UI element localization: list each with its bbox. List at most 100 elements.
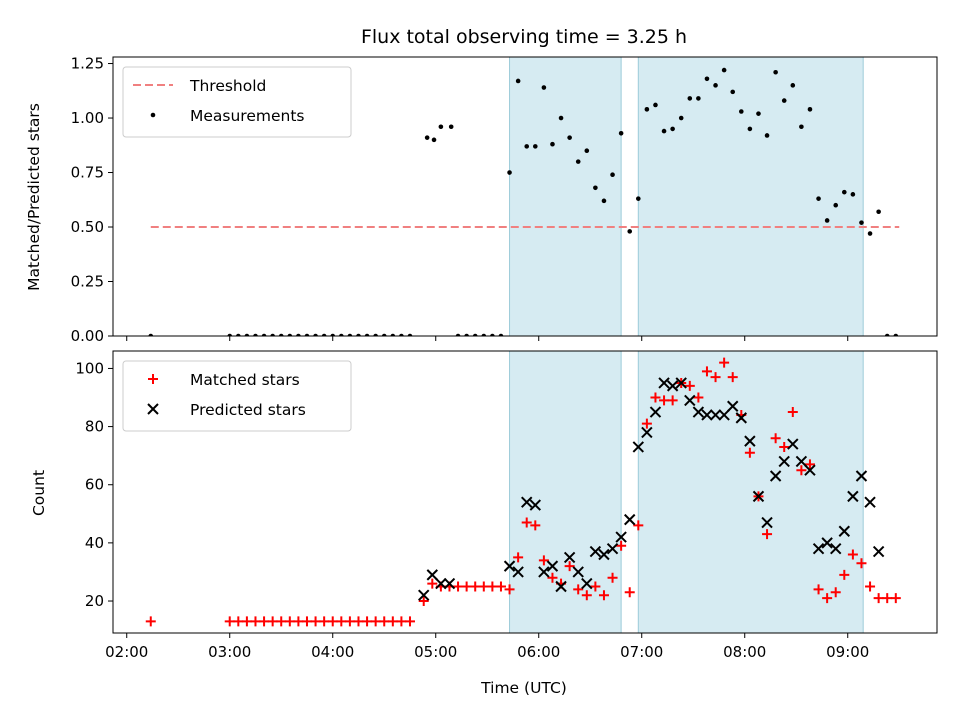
measurement-point [424, 135, 430, 140]
matched-star-point [650, 392, 661, 403]
matched-star-point [624, 587, 635, 598]
matched-star-point [847, 549, 858, 560]
measurement-point [747, 126, 753, 132]
measurement-point [515, 78, 521, 84]
measurement-point [859, 220, 864, 225]
matched-star-point [495, 581, 506, 592]
matched-star-point [284, 616, 295, 627]
measurement-point [455, 333, 461, 336]
measurement-point [601, 198, 607, 204]
measurement-point [816, 196, 821, 201]
measurement-point [661, 128, 667, 134]
matched-star-point [504, 584, 515, 595]
predicted-star-point [581, 577, 593, 590]
matched-star-point [362, 616, 373, 627]
predicted-star-point [735, 412, 748, 424]
matched-star-point [396, 616, 407, 627]
measurement-point [321, 333, 327, 336]
legend-marker [147, 403, 159, 415]
predicted-star-point [795, 455, 808, 468]
measurement-point [550, 141, 555, 147]
matched-star-point [710, 372, 721, 383]
measurement-point [593, 185, 598, 191]
matched-star-point [641, 418, 652, 429]
measurement-point [507, 170, 512, 175]
matched-star-point [418, 596, 429, 607]
predicted-star-point [624, 513, 636, 526]
predicted-star-point [598, 548, 610, 561]
measurement-point [481, 333, 487, 336]
predicted-star-point [529, 499, 542, 511]
y-tick-label: 0.50 [71, 218, 104, 236]
matched-star-point [538, 555, 549, 566]
y-tick-label: 40 [85, 534, 104, 552]
measurement-point [867, 231, 873, 236]
predicted-star-point [572, 566, 584, 578]
measurement-point [407, 333, 413, 336]
matched-star-point [564, 561, 575, 572]
matched-star-point [293, 616, 304, 627]
matched-star-point [727, 372, 738, 383]
measurement-point [739, 109, 744, 114]
predicted-star-point [418, 589, 430, 601]
legend-box [122, 360, 352, 432]
matched-star-point [865, 581, 876, 592]
measurement-point [490, 333, 495, 336]
matched-star-point [379, 616, 390, 627]
matched-star-point [224, 616, 235, 627]
measurement-point [730, 89, 736, 95]
predicted-star-point [521, 496, 533, 508]
measurement-point [253, 333, 258, 336]
y-tick-label: 80 [85, 418, 104, 436]
plot-frame [112, 56, 938, 337]
matched-star-point [344, 616, 355, 627]
matched-star-point [633, 520, 644, 531]
predicted-star-point [812, 542, 825, 555]
matched-star-point [327, 616, 338, 627]
x-tick-label: 05:00 [414, 643, 457, 661]
measurement-point [644, 107, 650, 112]
matched-star-point [573, 584, 584, 595]
matched-star-point [779, 441, 790, 452]
x-tick-label: 07:00 [620, 643, 663, 661]
predicted-star-point [606, 542, 619, 555]
observing-interval-shade [637, 56, 864, 337]
matched-star-point [404, 616, 415, 627]
matched-star-point [796, 465, 807, 476]
measurement-point [610, 172, 615, 178]
matched-star-point [461, 581, 472, 592]
x-tick-label: 09:00 [826, 643, 869, 661]
predicted-star-point [855, 470, 868, 482]
measurement-point [278, 333, 284, 336]
measurement-point [807, 107, 813, 112]
matched-star-point [701, 366, 712, 377]
y-tick-label: 20 [85, 592, 104, 610]
measurement-point [431, 137, 437, 143]
measurement-point [627, 229, 633, 234]
measurement-point [498, 333, 504, 336]
y-tick-label: 1.00 [71, 109, 104, 127]
measurement-point [764, 133, 770, 138]
predicted-star-point [847, 490, 859, 503]
measurement-point [575, 159, 581, 164]
measurement-point [330, 333, 336, 336]
matched-star-point [276, 616, 287, 627]
measurement-point [824, 218, 830, 223]
measurement-point [261, 333, 267, 336]
measurement-point [313, 333, 318, 336]
predicted-star-point [727, 400, 739, 412]
measurement-point [781, 98, 787, 103]
measurement-point [618, 130, 624, 136]
x-tick-label: 08:00 [723, 643, 766, 661]
measurement-point [636, 196, 641, 201]
legend-marker [148, 374, 158, 384]
y-tick-label: 1.25 [71, 55, 104, 73]
measurement-point [524, 144, 530, 149]
legend-series-label: Predicted stars [190, 401, 306, 419]
matched-star-point [830, 587, 841, 598]
measurement-point [678, 115, 684, 121]
matched-star-point [267, 616, 278, 627]
predicted-star-point [718, 409, 730, 421]
matched-star-point [319, 616, 330, 627]
